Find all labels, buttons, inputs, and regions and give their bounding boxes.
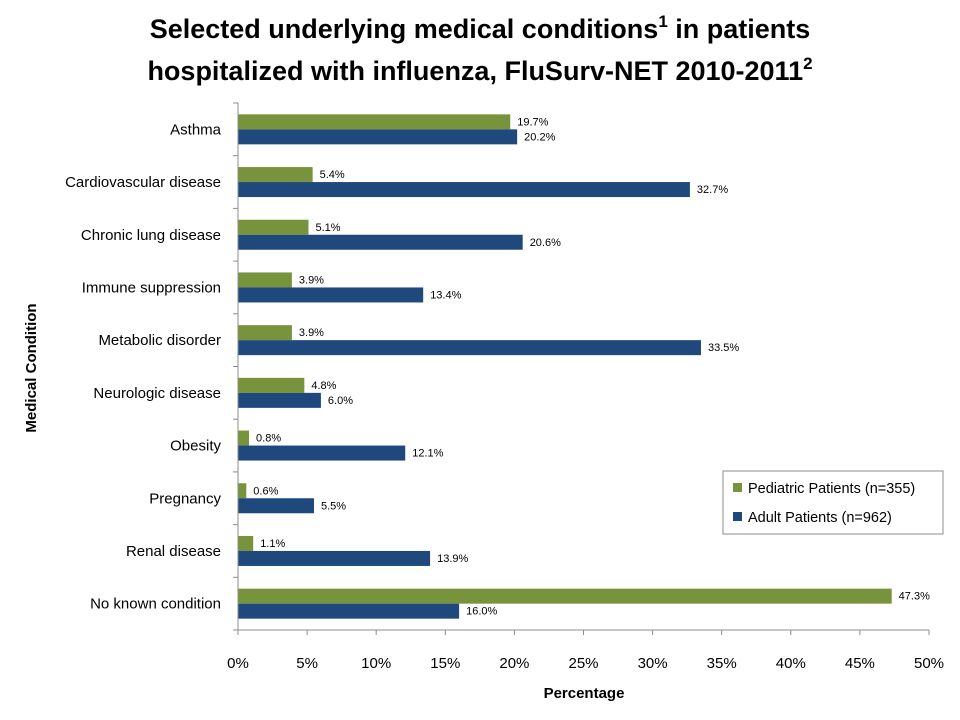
data-label-adult-cardiovascular-disease: 32.7% (697, 184, 728, 196)
bar-adult-obesity (238, 445, 406, 461)
data-label-adult-neurologic-disease: 6.0% (328, 395, 353, 407)
x-tick-label: 35% (707, 655, 737, 672)
x-tick-label: 30% (638, 655, 668, 672)
x-tick-label: 20% (499, 655, 529, 672)
x-tick-label: 45% (845, 655, 875, 672)
bar-layer: 19.7% 20.2% 5.4% 32.7% 5.1% 20.6% 3.9% 13.4% 3.9… (238, 114, 930, 619)
data-label-adult-no-known-condition: 16.0% (466, 606, 497, 618)
category-label-no-known-condition: No known condition (90, 596, 221, 613)
bar-pediatric-chronic-lung-disease (238, 219, 309, 235)
title-footnote-1: 1 (658, 12, 668, 31)
x-tick-label: 50% (914, 655, 944, 672)
x-tick-label: 40% (776, 655, 806, 672)
bar-adult-pregnancy (238, 498, 315, 514)
legend-label-pediatric: Pediatric Patients (n=355) (748, 481, 915, 497)
data-label-adult-chronic-lung-disease: 20.6% (530, 237, 561, 249)
bar-adult-renal-disease (238, 550, 431, 566)
data-label-pediatric-neurologic-disease: 4.8% (311, 380, 336, 392)
chart-title-line-1: Selected underlying medical conditions1 … (0, 12, 960, 45)
x-tick-label: 0% (227, 655, 249, 672)
bar-pediatric-renal-disease (238, 535, 254, 551)
bar-adult-cardiovascular-disease (238, 182, 690, 198)
data-label-adult-obesity: 12.1% (412, 448, 443, 460)
category-label-pregnancy: Pregnancy (149, 490, 221, 507)
bar-adult-no-known-condition (238, 603, 460, 619)
category-label-metabolic-disorder: Metabolic disorder (98, 332, 221, 349)
data-label-adult-immune-suppression: 13.4% (430, 289, 461, 301)
x-tick-label: 25% (568, 655, 598, 672)
legend-swatch-pediatric (733, 483, 742, 492)
title-footnote-2: 2 (803, 54, 813, 73)
data-label-pediatric-asthma: 19.7% (517, 116, 548, 128)
axes-layer: Asthma Cardiovascular disease Chronic lung… (65, 102, 944, 672)
data-label-pediatric-metabolic-disorder: 3.9% (299, 327, 324, 339)
title-line-2-text: hospitalized with influenza, FluSurv-NET… (147, 56, 804, 86)
legend-box (722, 470, 944, 535)
data-label-pediatric-immune-suppression: 3.9% (299, 274, 324, 286)
bar-pediatric-asthma (238, 114, 511, 130)
x-tick-label: 15% (430, 655, 460, 672)
legend: Pediatric Patients (n=355) Adult Patient… (722, 470, 944, 535)
title-line-1-text: Selected underlying medical conditions (149, 14, 659, 44)
bar-adult-asthma (238, 129, 518, 145)
category-label-cardiovascular-disease: Cardiovascular disease (65, 174, 221, 191)
chart-title-line-2: hospitalized with influenza, FluSurv-NET… (0, 54, 960, 87)
bar-adult-neurologic-disease (238, 392, 321, 408)
data-label-pediatric-chronic-lung-disease: 5.1% (315, 222, 340, 234)
bar-adult-chronic-lung-disease (238, 234, 523, 250)
legend-swatch-adult (733, 512, 742, 521)
data-label-adult-metabolic-disorder: 33.5% (708, 342, 739, 354)
bar-pediatric-cardiovascular-disease (238, 167, 313, 183)
title-line-1-tail: in patients (667, 14, 811, 44)
data-label-adult-renal-disease: 13.9% (437, 553, 468, 565)
data-label-pediatric-obesity: 0.8% (256, 433, 281, 445)
data-label-adult-pregnancy: 5.5% (321, 500, 346, 512)
category-label-neurologic-disease: Neurologic disease (93, 385, 221, 402)
x-tick-label: 10% (361, 655, 391, 672)
bar-pediatric-metabolic-disorder (238, 325, 292, 341)
category-label-asthma: Asthma (170, 121, 222, 138)
legend-label-adult: Adult Patients (n=962) (748, 510, 892, 526)
bar-pediatric-obesity (238, 430, 250, 446)
category-label-immune-suppression: Immune suppression (82, 279, 221, 296)
category-label-chronic-lung-disease: Chronic lung disease (81, 227, 221, 244)
x-axis-title: Percentage (544, 685, 625, 702)
data-label-pediatric-no-known-condition: 47.3% (899, 591, 930, 603)
bar-pediatric-no-known-condition (238, 588, 892, 604)
category-label-renal-disease: Renal disease (126, 543, 221, 560)
data-label-adult-asthma: 20.2% (524, 131, 555, 143)
data-label-pediatric-cardiovascular-disease: 5.4% (320, 169, 345, 181)
y-axis-title: Medical Condition (23, 303, 40, 432)
bar-pediatric-pregnancy (238, 483, 247, 499)
bar-adult-metabolic-disorder (238, 340, 701, 356)
data-label-pediatric-pregnancy: 0.6% (253, 485, 278, 497)
bar-pediatric-immune-suppression (238, 272, 292, 288)
x-tick-label: 5% (296, 655, 318, 672)
data-label-pediatric-renal-disease: 1.1% (260, 538, 285, 550)
category-label-obesity: Obesity (170, 438, 221, 455)
bar-pediatric-neurologic-disease (238, 377, 305, 393)
bar-adult-immune-suppression (238, 287, 424, 303)
